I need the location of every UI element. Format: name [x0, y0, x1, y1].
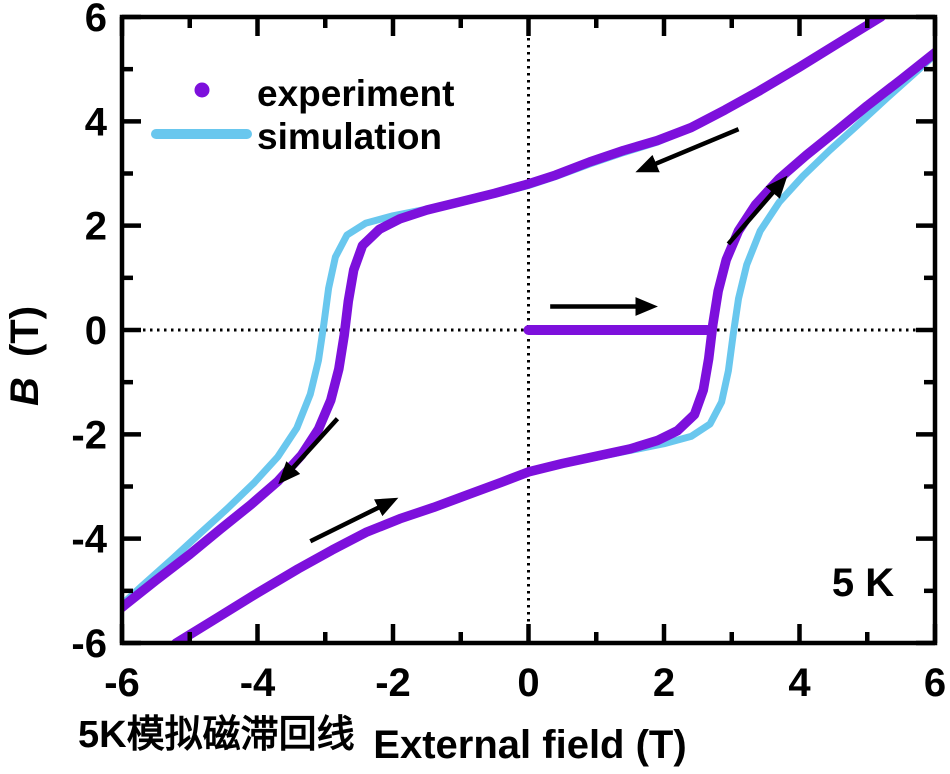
y-axis-title: B (T) [3, 306, 47, 406]
legend: experiment simulation [151, 73, 454, 157]
direction-arrow-4 [278, 417, 340, 485]
x-tick-label--6: -6 [104, 661, 140, 705]
direction-arrow-3 [635, 127, 740, 173]
axis-tick-labels: -6 -4 -2 0 2 4 6 -6 -4 -2 0 2 4 6 [71, 0, 946, 705]
x-axis-title: External field (T) [373, 723, 686, 767]
y-tick-label--2: -2 [71, 413, 107, 457]
axis-ticks [119, 14, 938, 646]
direction-arrow-5 [309, 497, 399, 544]
curve-group [122, 17, 935, 643]
x-tick-label--4: -4 [240, 661, 276, 705]
y-axis-title-symbol: B [3, 377, 47, 406]
y-tick-label-6: 6 [85, 0, 107, 40]
legend-label-experiment: experiment [257, 73, 454, 114]
y-tick-label-0: 0 [85, 309, 107, 353]
legend-marker-experiment-dot [194, 82, 210, 98]
y-tick-label--6: -6 [71, 622, 107, 666]
temperature-label: 5 K [832, 561, 894, 605]
x-tick-label-6: 6 [924, 661, 946, 705]
direction-arrows [278, 127, 788, 544]
legend-label-simulation: simulation [257, 116, 442, 157]
y-axis-title-unit: (T) [3, 306, 47, 357]
caption-annotation: 5K模拟磁滞回线 [78, 714, 355, 756]
experiment-curve-decreasing [122, 17, 888, 614]
x-tick-label--2: -2 [375, 661, 411, 705]
y-tick-label-4: 4 [85, 100, 108, 144]
x-tick-label-2: 2 [653, 661, 675, 705]
y-tick-label-2: 2 [85, 205, 107, 249]
direction-arrow-2 [726, 175, 788, 246]
y-tick-label--4: -4 [71, 518, 107, 562]
x-tick-label-4: 4 [788, 661, 811, 705]
x-tick-label-0: 0 [517, 661, 539, 705]
